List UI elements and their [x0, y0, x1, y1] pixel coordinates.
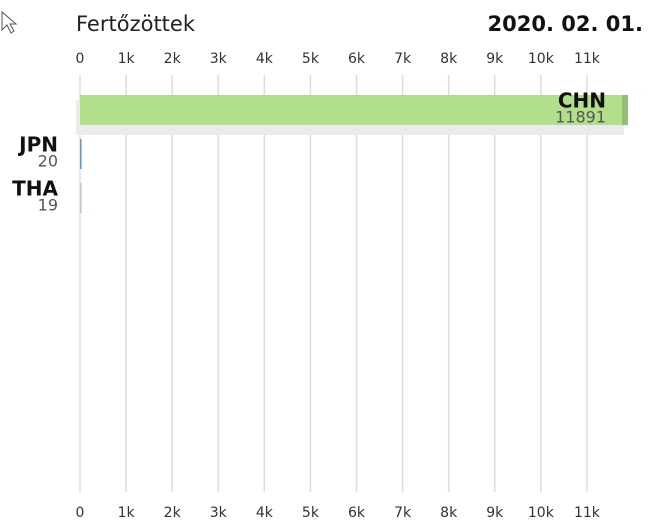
x-tick-label: 3k — [210, 51, 228, 67]
x-tick-label: 0 — [76, 505, 85, 521]
bar-label: THA — [12, 177, 58, 201]
cursor — [1, 10, 18, 34]
x-tick-label: 4k — [256, 51, 274, 67]
bar-edge — [80, 183, 82, 213]
bar — [80, 183, 82, 213]
x-tick-label: 7k — [394, 51, 412, 67]
bar — [80, 95, 628, 125]
x-tick-label: 8k — [440, 51, 458, 67]
x-tick-label: 1k — [118, 51, 136, 67]
value-label: 11891 — [555, 108, 606, 127]
bar-label: CHN — [558, 89, 606, 113]
x-tick-label: 11k — [574, 505, 601, 521]
chart-title: Fertőzöttek — [76, 12, 196, 36]
x-tick-label: 9k — [486, 51, 504, 67]
value-label: 20 — [38, 152, 58, 171]
x-tick-label: 6k — [348, 51, 366, 67]
bar-label: JPN — [17, 133, 58, 157]
bar-edge — [622, 95, 628, 125]
value-label: 19 — [38, 196, 58, 215]
x-tick-label: 10k — [528, 505, 555, 521]
bar — [80, 139, 82, 169]
x-tick-label: 8k — [440, 505, 458, 521]
x-tick-label: 9k — [486, 505, 504, 521]
x-tick-label: 2k — [164, 51, 182, 67]
x-tick-label: 6k — [348, 505, 366, 521]
bar-edge — [80, 139, 82, 169]
x-tick-label: 5k — [302, 51, 320, 67]
x-tick-label: 10k — [528, 51, 555, 67]
x-tick-label: 3k — [210, 505, 228, 521]
date-label: 2020. 02. 01. — [488, 12, 643, 36]
x-tick-label: 2k — [164, 505, 182, 521]
x-tick-label: 5k — [302, 505, 320, 521]
x-tick-label: 0 — [76, 51, 85, 67]
x-tick-label: 11k — [574, 51, 601, 67]
x-tick-label: 7k — [394, 505, 412, 521]
x-tick-label: 1k — [118, 505, 136, 521]
x-tick-label: 4k — [256, 505, 274, 521]
